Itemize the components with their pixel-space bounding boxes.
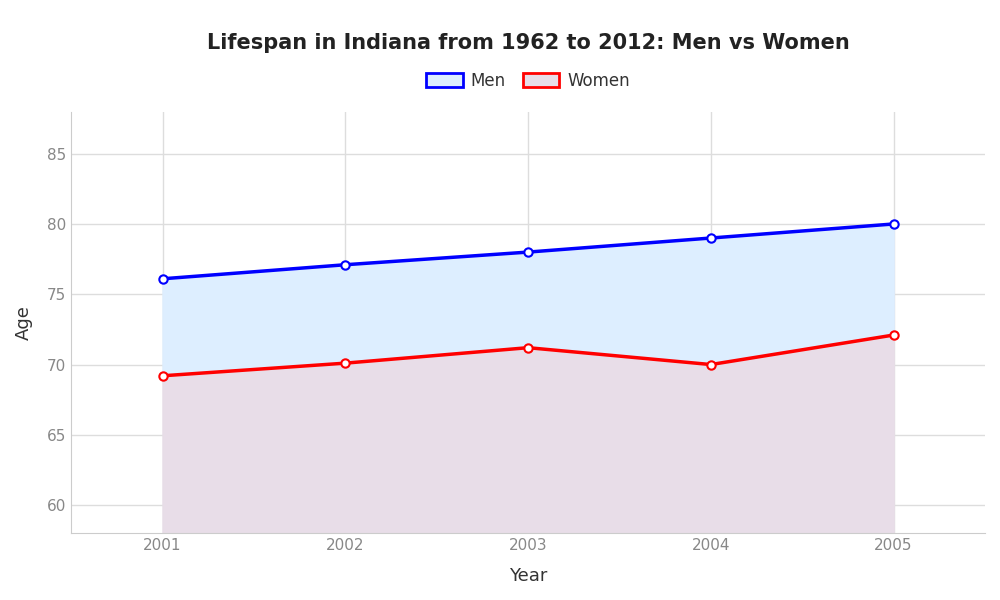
- X-axis label: Year: Year: [509, 567, 547, 585]
- Y-axis label: Age: Age: [15, 305, 33, 340]
- Title: Lifespan in Indiana from 1962 to 2012: Men vs Women: Lifespan in Indiana from 1962 to 2012: M…: [207, 33, 849, 53]
- Legend: Men, Women: Men, Women: [419, 65, 637, 97]
